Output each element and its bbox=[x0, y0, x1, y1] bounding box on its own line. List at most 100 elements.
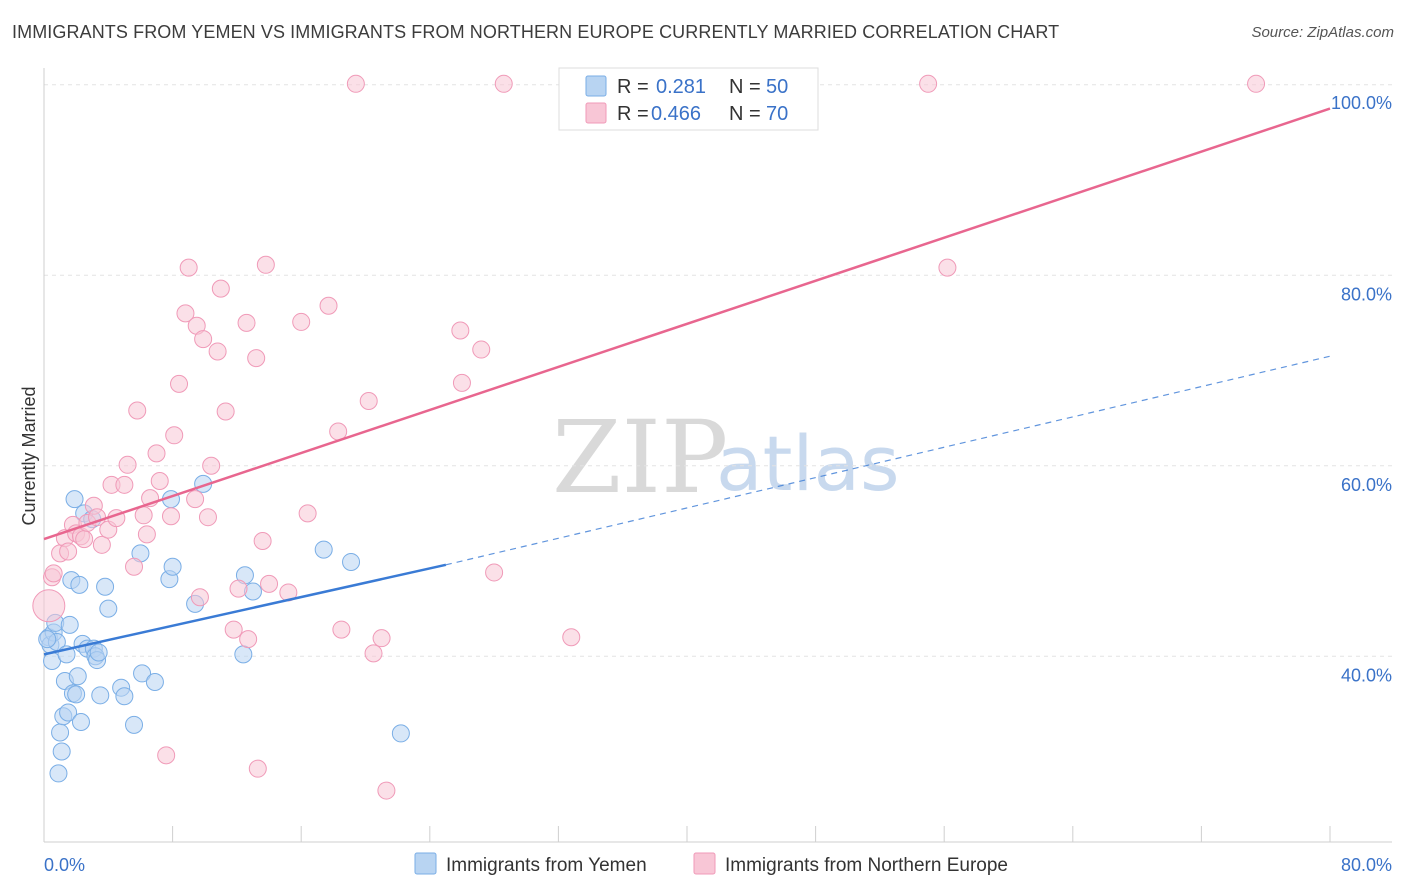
point-yemen bbox=[163, 557, 182, 576]
point-northern-europe bbox=[198, 508, 217, 527]
point-yemen bbox=[49, 764, 68, 783]
legend-r-label-yemen: R = bbox=[617, 76, 649, 98]
legend-swatch-northern-europe bbox=[585, 102, 607, 124]
point-northern-europe bbox=[256, 255, 275, 274]
point-northern-europe bbox=[253, 532, 272, 551]
legend-r-value-northern-europe: 0.466 bbox=[651, 103, 701, 125]
legend-r-value-yemen: 0.281 bbox=[656, 76, 706, 98]
correlation-legend: R = 0.281 N = 50 R = 0.466 N = 70 bbox=[558, 67, 819, 131]
point-northern-europe bbox=[472, 340, 491, 359]
point-northern-europe bbox=[346, 74, 365, 93]
point-northern-europe bbox=[364, 644, 383, 663]
point-northern-europe bbox=[150, 472, 169, 491]
point-yemen bbox=[71, 712, 90, 731]
point-northern-europe bbox=[211, 279, 230, 298]
data-points bbox=[32, 74, 1266, 800]
x-tick-label: 80.0% bbox=[1341, 855, 1392, 875]
point-yemen bbox=[99, 599, 118, 618]
point-yemen bbox=[125, 715, 144, 734]
point-yemen bbox=[391, 724, 410, 743]
point-northern-europe bbox=[186, 490, 205, 509]
point-northern-europe bbox=[147, 444, 166, 463]
point-northern-europe bbox=[161, 507, 180, 526]
trend-line-yemen bbox=[43, 563, 447, 656]
point-northern-europe bbox=[165, 426, 184, 445]
bottom-legend-label-northern-europe: Immigrants from Northern Europe bbox=[725, 855, 1008, 876]
point-northern-europe bbox=[377, 781, 396, 800]
point-yemen bbox=[60, 615, 79, 634]
point-yemen bbox=[38, 630, 57, 649]
watermark: ZIP atlas bbox=[552, 399, 900, 516]
point-northern-europe bbox=[938, 258, 957, 277]
trend-lines bbox=[43, 107, 1331, 656]
point-northern-europe bbox=[202, 456, 221, 475]
point-northern-europe bbox=[229, 579, 248, 598]
point-northern-europe bbox=[247, 349, 266, 368]
x-tick-label: 0.0% bbox=[44, 855, 85, 875]
point-northern-europe bbox=[224, 620, 243, 639]
point-yemen bbox=[133, 664, 152, 683]
point-northern-europe bbox=[128, 401, 147, 420]
y-tick-label: 100.0% bbox=[1331, 93, 1392, 113]
point-northern-europe bbox=[248, 759, 267, 778]
y-tick-label: 80.0% bbox=[1341, 284, 1392, 304]
legend-n-label-northern-europe: N = bbox=[729, 103, 761, 125]
point-northern-europe bbox=[452, 373, 471, 392]
point-yemen bbox=[115, 687, 134, 706]
point-yemen bbox=[70, 575, 89, 594]
legend-r-label-northern-europe: R = bbox=[617, 103, 649, 125]
bottom-legend-label-yemen: Immigrants from Yemen bbox=[446, 855, 647, 876]
point-yemen bbox=[314, 540, 333, 559]
point-yemen bbox=[91, 686, 110, 705]
point-northern-europe bbox=[59, 542, 78, 561]
legend-n-value-northern-europe: 70 bbox=[766, 103, 788, 125]
point-northern-europe bbox=[319, 296, 338, 315]
source-credit: Source: ZipAtlas.com bbox=[1251, 24, 1394, 41]
point-northern-europe bbox=[292, 312, 311, 331]
bottom-legend-swatch-northern-europe bbox=[693, 852, 716, 875]
point-northern-europe bbox=[451, 321, 470, 340]
point-northern-europe bbox=[170, 374, 189, 393]
point-yemen bbox=[65, 490, 84, 509]
point-northern-europe bbox=[176, 304, 195, 323]
point-northern-europe bbox=[118, 455, 137, 474]
point-yemen bbox=[145, 672, 164, 691]
point-northern-europe bbox=[157, 746, 176, 765]
point-northern-europe bbox=[919, 74, 938, 93]
point-yemen bbox=[234, 645, 253, 664]
point-yemen bbox=[67, 685, 86, 704]
point-yemen bbox=[89, 643, 108, 662]
point-northern-europe bbox=[239, 630, 258, 649]
point-northern-europe bbox=[190, 588, 209, 607]
point-northern-europe bbox=[494, 74, 513, 93]
point-northern-europe bbox=[115, 475, 134, 494]
axis-labels: 100.0% 80.0% 60.0% 40.0% 0.0% 80.0% bbox=[44, 93, 1392, 875]
watermark-atlas: atlas bbox=[716, 419, 900, 508]
point-northern-europe bbox=[237, 313, 256, 332]
trend-line-yemen-extrapolated bbox=[445, 355, 1331, 566]
point-yemen bbox=[51, 723, 70, 742]
point-northern-europe bbox=[216, 402, 235, 421]
point-yemen bbox=[68, 667, 87, 686]
point-northern-europe bbox=[75, 530, 94, 549]
point-northern-europe bbox=[32, 589, 66, 623]
point-northern-europe bbox=[332, 620, 351, 639]
legend-swatch-yemen bbox=[585, 75, 607, 97]
point-northern-europe bbox=[134, 506, 153, 525]
point-northern-europe bbox=[485, 563, 504, 582]
point-yemen bbox=[96, 577, 115, 596]
point-northern-europe bbox=[125, 557, 144, 576]
point-northern-europe bbox=[137, 525, 156, 544]
bottom-legend-swatch-yemen bbox=[414, 852, 437, 875]
point-yemen bbox=[59, 703, 78, 722]
legend-n-label-yemen: N = bbox=[729, 76, 761, 98]
point-northern-europe bbox=[260, 574, 279, 593]
legend-n-value-yemen: 50 bbox=[766, 76, 788, 98]
trend-line-northern-europe bbox=[43, 107, 1331, 541]
point-northern-europe bbox=[359, 391, 378, 410]
y-tick-label: 40.0% bbox=[1341, 665, 1392, 685]
point-northern-europe bbox=[208, 342, 227, 361]
point-northern-europe bbox=[298, 504, 317, 523]
point-northern-europe bbox=[179, 258, 198, 277]
